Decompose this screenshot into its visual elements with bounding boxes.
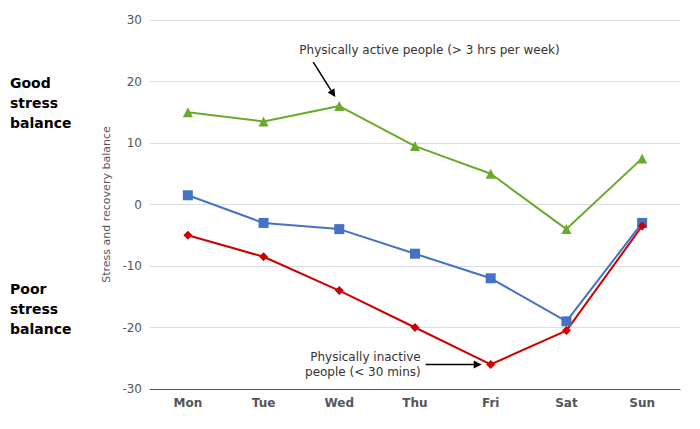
- svg-text:-10: -10: [122, 259, 142, 273]
- svg-text:Stress and recovery balance: Stress and recovery balance: [100, 126, 113, 283]
- svg-text:Good: Good: [10, 75, 51, 91]
- svg-text:Wed: Wed: [325, 396, 355, 410]
- svg-text:Sat: Sat: [555, 396, 578, 410]
- svg-text:balance: balance: [10, 115, 71, 131]
- svg-text:stress: stress: [10, 301, 58, 317]
- svg-text:Sun: Sun: [629, 396, 655, 410]
- svg-text:Physically active people (> 3: Physically active people (> 3 hrs per we…: [299, 43, 559, 57]
- svg-text:0: 0: [134, 198, 142, 212]
- svg-text:Mon: Mon: [173, 396, 202, 410]
- svg-text:-30: -30: [122, 382, 142, 396]
- svg-text:Poor: Poor: [10, 281, 46, 297]
- svg-text:20: 20: [127, 75, 142, 89]
- svg-text:Physically inactive: Physically inactive: [310, 350, 420, 364]
- svg-text:balance: balance: [10, 321, 71, 337]
- svg-text:-20: -20: [122, 321, 142, 335]
- svg-text:10: 10: [127, 136, 142, 150]
- svg-text:Tue: Tue: [252, 396, 276, 410]
- svg-text:Fri: Fri: [482, 396, 499, 410]
- svg-text:Thu: Thu: [402, 396, 427, 410]
- svg-text:stress: stress: [10, 95, 58, 111]
- svg-text:30: 30: [127, 13, 142, 27]
- svg-text:people (< 30 mins): people (< 30 mins): [305, 365, 421, 379]
